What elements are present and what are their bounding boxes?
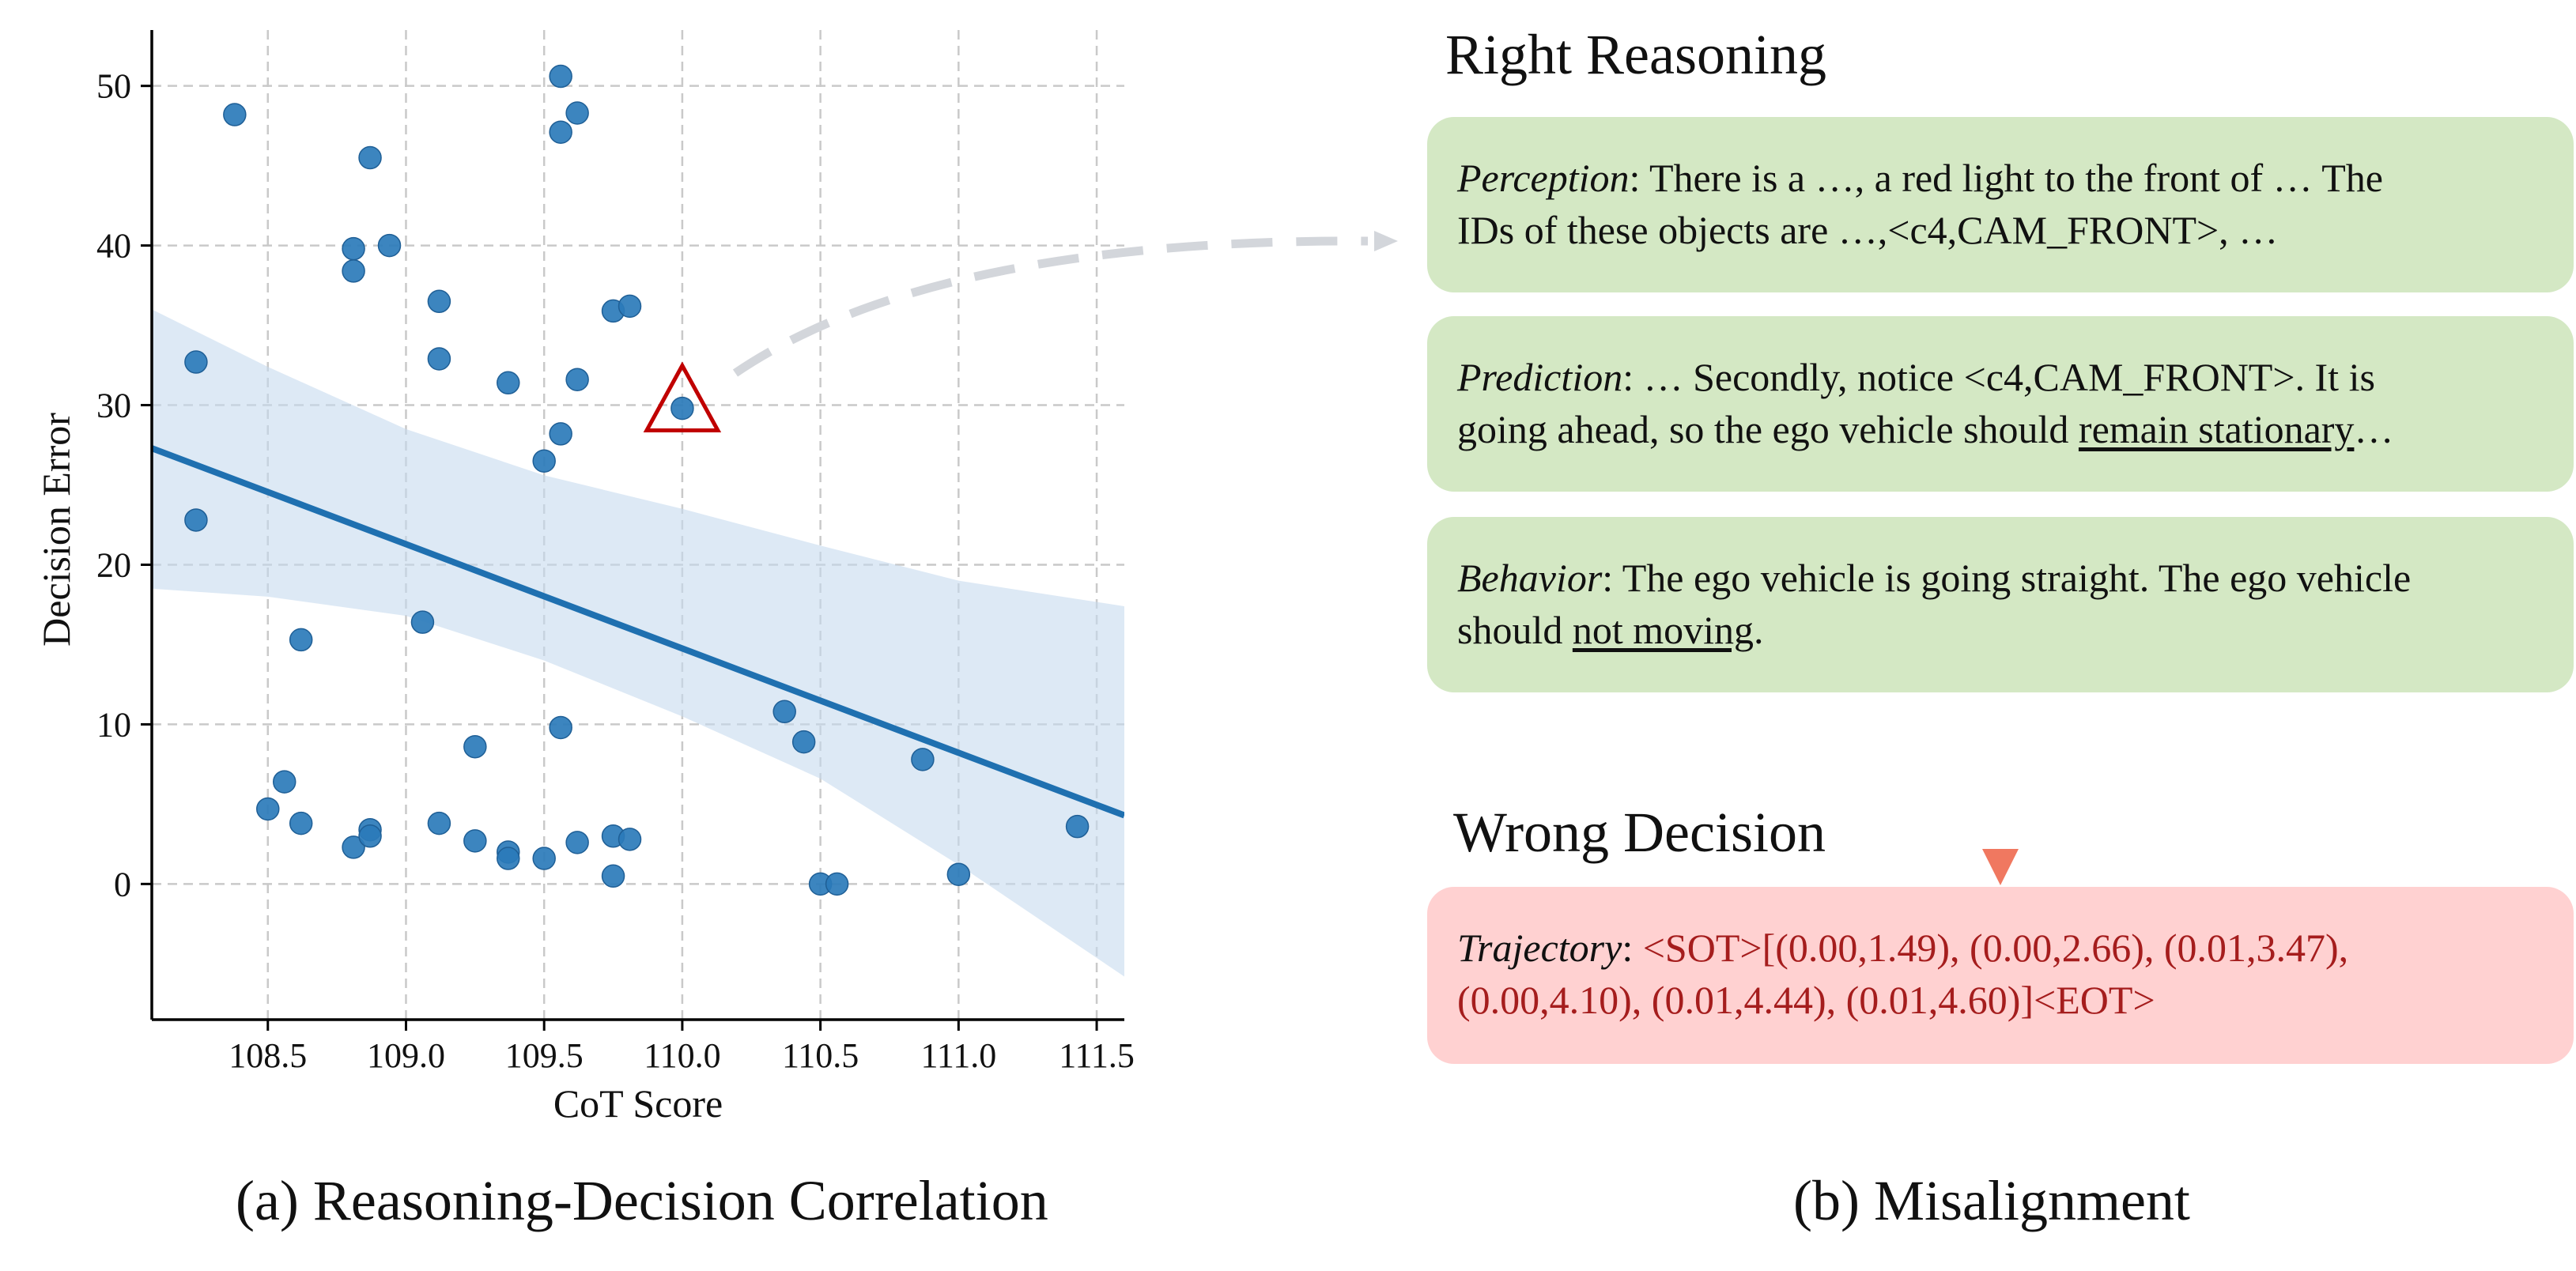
x-tick-label: 109.0 xyxy=(367,1036,445,1075)
trajectory-line-1: Trajectory: <SOT>[(0.00,1.49), (0.00,2.6… xyxy=(1457,922,2542,974)
trajectory-label: Trajectory xyxy=(1457,926,1622,970)
data-point xyxy=(272,770,297,794)
behavior-label: Behavior xyxy=(1457,556,1603,600)
data-point xyxy=(342,835,365,859)
trajectory-colon: : xyxy=(1622,926,1643,970)
prediction-label: Prediction xyxy=(1457,355,1623,399)
data-point xyxy=(427,289,451,314)
data-point xyxy=(463,734,487,759)
axes xyxy=(150,30,1124,1021)
data-point xyxy=(184,350,208,374)
x-tick-label: 110.0 xyxy=(644,1036,720,1075)
prediction-text-2a: going ahead, so the ego vehicle should xyxy=(1457,407,2079,451)
data-point xyxy=(532,847,556,870)
data-point xyxy=(377,233,402,258)
prediction-line-1: Prediction: … Secondly, notice <c4,CAM_F… xyxy=(1457,351,2542,403)
data-point xyxy=(289,811,313,835)
regression-line xyxy=(152,445,1124,819)
data-point xyxy=(618,828,642,851)
data-point xyxy=(1065,814,1090,839)
down-arrow-head xyxy=(1982,849,2019,885)
prediction-underlined: remain stationary xyxy=(2078,407,2355,451)
curved-arrow-head xyxy=(1374,231,1398,251)
data-point xyxy=(342,236,365,261)
confidence-band xyxy=(152,309,1124,977)
perception-card: Perception: There is a …, a red light to… xyxy=(1427,117,2574,292)
perception-label: Perception xyxy=(1457,156,1630,200)
x-tick-label: 111.0 xyxy=(920,1036,996,1075)
x-tick-label: 111.5 xyxy=(1059,1036,1135,1075)
perception-line-2: IDs of these objects are …,<c4,CAM_FRONT… xyxy=(1457,208,2279,252)
data-point xyxy=(601,864,625,888)
caption-left: (a) Reasoning-Decision Correlation xyxy=(236,1169,1048,1232)
data-point xyxy=(358,145,382,170)
data-point xyxy=(565,368,589,391)
data-point xyxy=(911,748,935,771)
data-point xyxy=(410,610,435,634)
behavior-text-2b: . xyxy=(1754,608,1764,652)
prediction-text-1: : … Secondly, notice <c4,CAM_FRONT>. It … xyxy=(1622,355,2375,399)
data-point xyxy=(549,120,572,144)
x-tick-label: 110.5 xyxy=(782,1036,859,1075)
highlight-triangle-marker xyxy=(643,361,722,433)
data-point xyxy=(565,101,589,125)
trajectory-text-1: <SOT>[(0.00,1.49), (0.00,2.66), (0.01,3.… xyxy=(1642,926,2349,970)
caption-right: (b) Misalignment xyxy=(1793,1169,2190,1232)
y-tick-label: 20 xyxy=(96,545,131,584)
behavior-text-1: : The ego vehicle is going straight. The… xyxy=(1602,556,2412,600)
x-tick-label: 109.5 xyxy=(505,1036,584,1075)
x-tick-label: 108.5 xyxy=(229,1036,307,1075)
data-point xyxy=(289,628,313,652)
data-point xyxy=(791,730,816,754)
data-point xyxy=(184,508,208,532)
prediction-card: Prediction: … Secondly, notice <c4,CAM_F… xyxy=(1427,316,2574,492)
behavior-line-1: Behavior: The ego vehicle is going strai… xyxy=(1457,552,2542,604)
behavior-line-2: should not moving. xyxy=(1457,604,2542,656)
data-point xyxy=(342,259,365,283)
data-point xyxy=(427,347,451,371)
data-point xyxy=(618,294,642,319)
prediction-line-2: going ahead, so the ego vehicle should r… xyxy=(1457,403,2542,455)
data-point xyxy=(256,797,280,821)
data-point xyxy=(825,872,849,896)
data-point xyxy=(427,811,451,835)
perception-line-1: Perception: There is a …, a red light to… xyxy=(1457,152,2542,204)
scatter-chart: 108.5 109.0 109.5 110.0 110.5 111.0 111.5 0 10 20… xyxy=(34,30,1135,1126)
y-axis-title: Decision Error xyxy=(34,413,78,647)
data-point xyxy=(358,824,382,848)
data-point xyxy=(549,64,572,89)
tick-labels: 108.5 109.0 109.5 110.0 110.5 111.0 111.5 0 10 20… xyxy=(96,67,1135,1075)
data-point xyxy=(670,396,694,421)
behavior-text-2a: should xyxy=(1457,608,1573,652)
data-points xyxy=(184,64,1090,896)
data-point xyxy=(497,371,520,395)
y-tick-label: 10 xyxy=(96,705,131,744)
data-point xyxy=(549,715,572,740)
prediction-text-2b: … xyxy=(2354,407,2394,451)
behavior-underlined: not moving xyxy=(1572,608,1754,652)
y-tick-label: 40 xyxy=(96,227,131,266)
data-point xyxy=(223,103,247,126)
x-axis-title: CoT Score xyxy=(553,1081,723,1126)
trajectory-line-2: (0.00,4.10), (0.01,4.44), (0.01,4.60)]<E… xyxy=(1457,978,2155,1022)
data-point xyxy=(532,449,556,473)
data-point xyxy=(497,847,520,870)
data-point xyxy=(772,700,796,724)
y-tick-label: 30 xyxy=(96,387,131,425)
right-reasoning-title: Right Reasoning xyxy=(1445,23,1826,86)
trajectory-card: Trajectory: <SOT>[(0.00,1.49), (0.00,2.6… xyxy=(1427,887,2574,1064)
data-point xyxy=(549,422,572,446)
y-tick-label: 0 xyxy=(114,865,131,903)
data-point xyxy=(463,829,487,853)
wrong-decision-title: Wrong Decision xyxy=(1453,801,1826,864)
perception-text-1: : There is a …, a red light to the front… xyxy=(1629,156,2383,200)
y-tick-label: 50 xyxy=(96,67,131,106)
behavior-card: Behavior: The ego vehicle is going strai… xyxy=(1427,517,2574,692)
data-point xyxy=(946,862,971,886)
data-point xyxy=(565,831,589,854)
